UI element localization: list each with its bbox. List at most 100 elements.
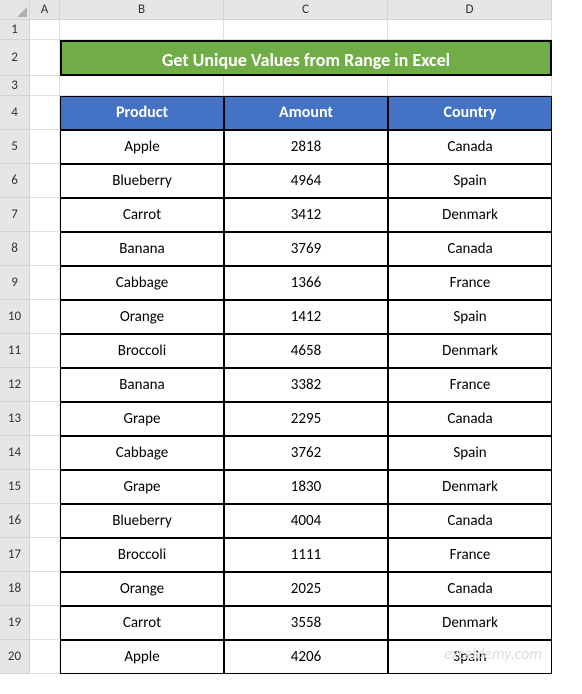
cell[interactable] bbox=[30, 164, 60, 198]
table-cell-product[interactable]: Blueberry bbox=[60, 504, 224, 538]
column-header-A[interactable]: A bbox=[30, 0, 60, 20]
table-cell-country[interactable]: Denmark bbox=[388, 334, 552, 368]
cell[interactable] bbox=[30, 538, 60, 572]
table-cell-country[interactable]: France bbox=[388, 368, 552, 402]
column-header-C[interactable]: C bbox=[224, 0, 388, 20]
table-cell-product[interactable]: Apple bbox=[60, 130, 224, 164]
table-cell-product[interactable]: Banana bbox=[60, 232, 224, 266]
column-header-D[interactable]: D bbox=[388, 0, 552, 20]
table-cell-product[interactable]: Blueberry bbox=[60, 164, 224, 198]
table-cell-country[interactable]: France bbox=[388, 266, 552, 300]
table-cell-country[interactable]: Spain bbox=[388, 300, 552, 334]
row-header-10[interactable]: 10 bbox=[0, 300, 30, 334]
select-all-corner[interactable] bbox=[0, 0, 30, 20]
table-cell-amount[interactable]: 3412 bbox=[224, 198, 388, 232]
row-header-19[interactable]: 19 bbox=[0, 606, 30, 640]
table-cell-product[interactable]: Grape bbox=[60, 470, 224, 504]
table-cell-product[interactable]: Orange bbox=[60, 572, 224, 606]
table-cell-product[interactable]: Carrot bbox=[60, 198, 224, 232]
cell[interactable] bbox=[30, 40, 60, 76]
table-cell-country[interactable]: Canada bbox=[388, 232, 552, 266]
row-header-5[interactable]: 5 bbox=[0, 130, 30, 164]
table-cell-amount[interactable]: 4658 bbox=[224, 334, 388, 368]
table-cell-country[interactable]: Canada bbox=[388, 572, 552, 606]
cell[interactable] bbox=[30, 96, 60, 130]
cell[interactable] bbox=[224, 76, 388, 96]
table-cell-amount[interactable]: 2818 bbox=[224, 130, 388, 164]
row-header-2[interactable]: 2 bbox=[0, 40, 30, 76]
table-cell-country[interactable]: Denmark bbox=[388, 470, 552, 504]
cell[interactable] bbox=[30, 334, 60, 368]
table-cell-product[interactable]: Orange bbox=[60, 300, 224, 334]
cell[interactable] bbox=[60, 20, 224, 40]
table-cell-product[interactable]: Banana bbox=[60, 368, 224, 402]
row-header-4[interactable]: 4 bbox=[0, 96, 30, 130]
row-header-18[interactable]: 18 bbox=[0, 572, 30, 606]
table-cell-country[interactable]: Canada bbox=[388, 130, 552, 164]
table-cell-country[interactable]: Denmark bbox=[388, 606, 552, 640]
cell[interactable] bbox=[388, 76, 552, 96]
column-header-B[interactable]: B bbox=[60, 0, 224, 20]
table-cell-country[interactable]: Spain bbox=[388, 436, 552, 470]
cell[interactable] bbox=[30, 402, 60, 436]
cell[interactable] bbox=[224, 20, 388, 40]
table-cell-amount[interactable]: 1830 bbox=[224, 470, 388, 504]
table-cell-product[interactable]: Carrot bbox=[60, 606, 224, 640]
table-cell-amount[interactable]: 4206 bbox=[224, 640, 388, 674]
row-header-16[interactable]: 16 bbox=[0, 504, 30, 538]
table-cell-amount[interactable]: 2295 bbox=[224, 402, 388, 436]
row-header-14[interactable]: 14 bbox=[0, 436, 30, 470]
cell[interactable] bbox=[388, 20, 552, 40]
table-cell-country[interactable]: Canada bbox=[388, 504, 552, 538]
cell[interactable] bbox=[60, 76, 224, 96]
row-header-8[interactable]: 8 bbox=[0, 232, 30, 266]
row-header-12[interactable]: 12 bbox=[0, 368, 30, 402]
table-cell-amount[interactable]: 3382 bbox=[224, 368, 388, 402]
table-cell-amount[interactable]: 1111 bbox=[224, 538, 388, 572]
row-header-11[interactable]: 11 bbox=[0, 334, 30, 368]
table-cell-amount[interactable]: 2025 bbox=[224, 572, 388, 606]
table-cell-country[interactable]: Canada bbox=[388, 402, 552, 436]
table-cell-product[interactable]: Broccoli bbox=[60, 334, 224, 368]
row-header-17[interactable]: 17 bbox=[0, 538, 30, 572]
cell[interactable] bbox=[30, 130, 60, 164]
cell[interactable] bbox=[30, 300, 60, 334]
table-cell-amount[interactable]: 3769 bbox=[224, 232, 388, 266]
table-cell-amount[interactable]: 3558 bbox=[224, 606, 388, 640]
cell[interactable] bbox=[30, 640, 60, 674]
cell[interactable] bbox=[30, 232, 60, 266]
cell[interactable] bbox=[30, 266, 60, 300]
table-cell-product[interactable]: Grape bbox=[60, 402, 224, 436]
table-cell-amount[interactable]: 4004 bbox=[224, 504, 388, 538]
row-header-9[interactable]: 9 bbox=[0, 266, 30, 300]
cell[interactable] bbox=[30, 20, 60, 40]
row-header-1[interactable]: 1 bbox=[0, 20, 30, 40]
cell[interactable] bbox=[30, 198, 60, 232]
row-header-6[interactable]: 6 bbox=[0, 164, 30, 198]
table-cell-country[interactable]: France bbox=[388, 538, 552, 572]
table-cell-country[interactable]: Spain bbox=[388, 640, 552, 674]
row-header-7[interactable]: 7 bbox=[0, 198, 30, 232]
cell[interactable] bbox=[30, 436, 60, 470]
table-cell-product[interactable]: Apple bbox=[60, 640, 224, 674]
cell[interactable] bbox=[30, 606, 60, 640]
table-cell-amount[interactable]: 1412 bbox=[224, 300, 388, 334]
table-cell-amount[interactable]: 1366 bbox=[224, 266, 388, 300]
table-cell-product[interactable]: Cabbage bbox=[60, 266, 224, 300]
cell[interactable] bbox=[30, 470, 60, 504]
cell[interactable] bbox=[30, 76, 60, 96]
row-header-20[interactable]: 20 bbox=[0, 640, 30, 674]
table-cell-country[interactable]: Denmark bbox=[388, 198, 552, 232]
cell[interactable] bbox=[30, 504, 60, 538]
table-cell-product[interactable]: Cabbage bbox=[60, 436, 224, 470]
table-cell-product[interactable]: Broccoli bbox=[60, 538, 224, 572]
table-cell-amount[interactable]: 3762 bbox=[224, 436, 388, 470]
cell[interactable] bbox=[30, 572, 60, 606]
table-cell-amount[interactable]: 4964 bbox=[224, 164, 388, 198]
table-cell-country[interactable]: Spain bbox=[388, 164, 552, 198]
table-header-amount: Amount bbox=[224, 96, 388, 130]
row-header-13[interactable]: 13 bbox=[0, 402, 30, 436]
row-header-3[interactable]: 3 bbox=[0, 76, 30, 96]
row-header-15[interactable]: 15 bbox=[0, 470, 30, 504]
cell[interactable] bbox=[30, 368, 60, 402]
